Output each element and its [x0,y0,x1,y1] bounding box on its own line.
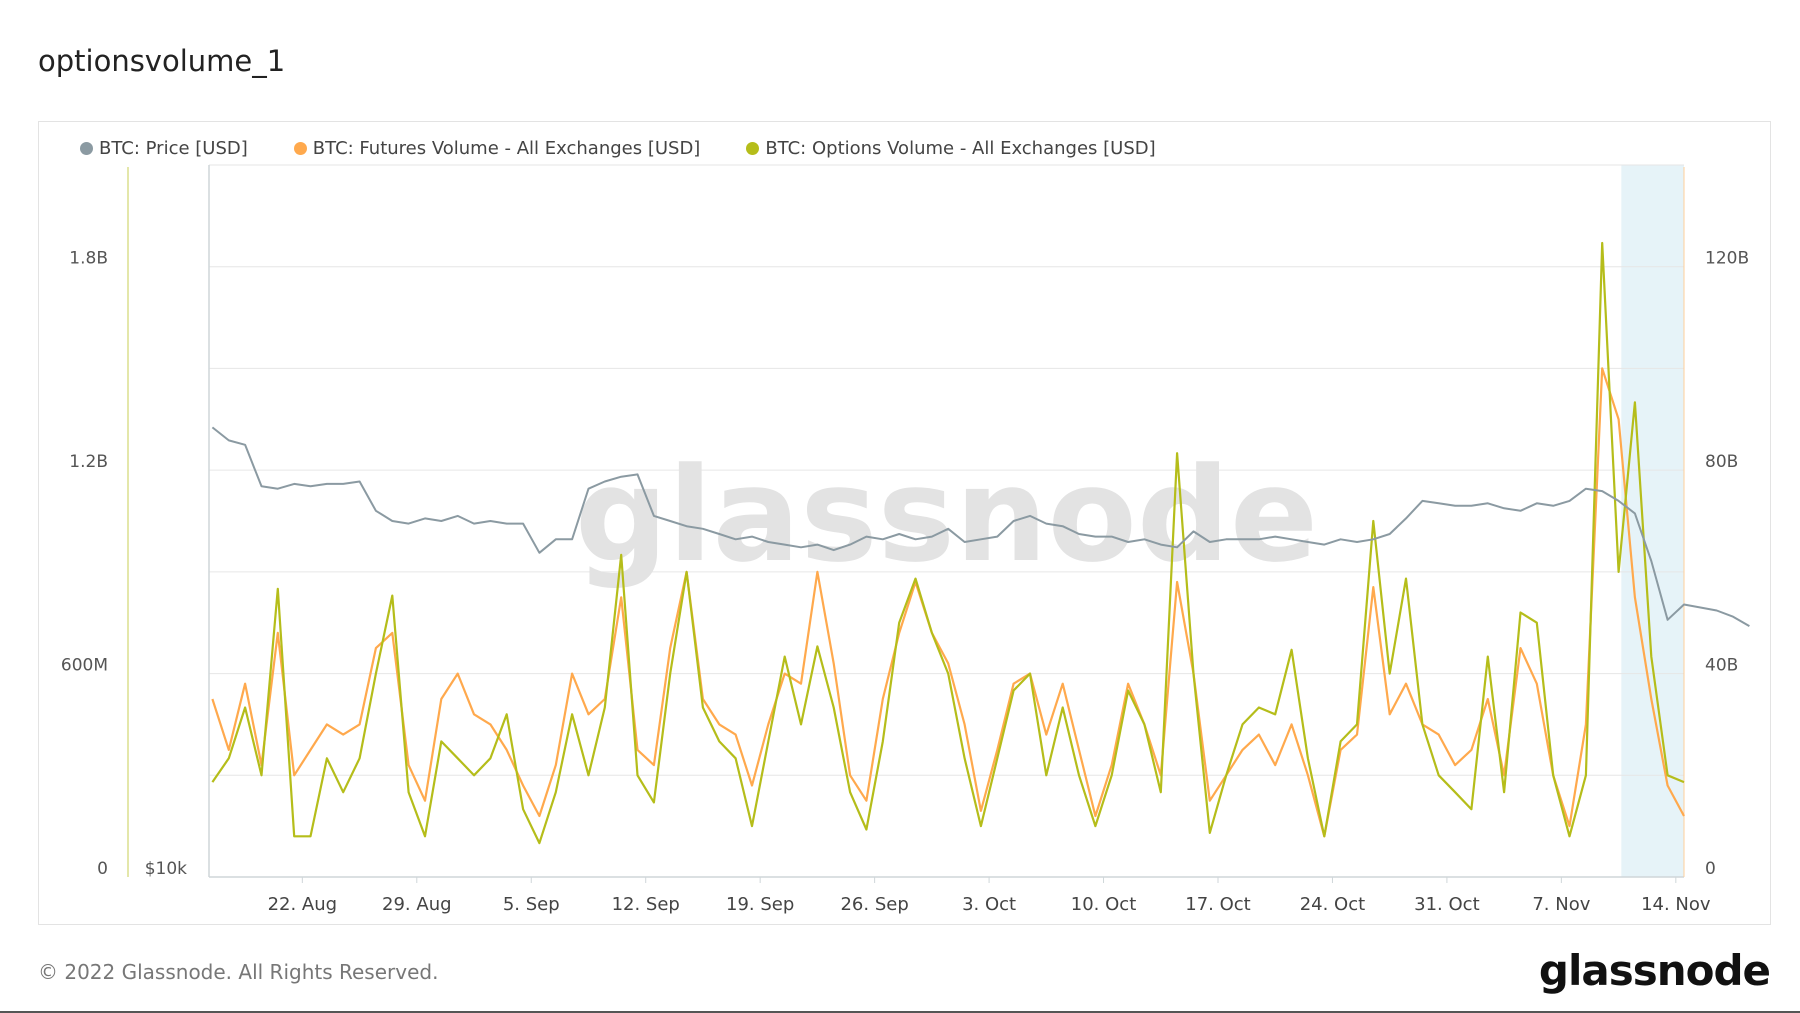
x-axis-tick-label: 14. Nov [1641,894,1711,915]
legend-item-futures[interactable]: BTC: Futures Volume - All Exchanges [USD… [293,138,701,159]
right-axis-tick-label: 80B [1705,452,1738,472]
legend-label: BTC: Options Volume - All Exchanges [USD… [765,138,1156,159]
chart-frame [38,121,1771,925]
chart-title: optionsvolume_1 [38,44,286,78]
x-axis-tick-label: 12. Sep [612,894,680,915]
x-axis-tick-label: 19. Sep [726,894,794,915]
left-axis-tick-label: 600M [61,656,108,676]
legend-item-options[interactable]: BTC: Options Volume - All Exchanges [USD… [746,138,1156,159]
left-axis-tick-label: 0 [97,859,108,879]
series-line-futures-volume [211,367,1685,838]
legend: BTC: Price [USD] BTC: Futures Volume - A… [80,138,1156,159]
x-axis-tick-label: 29. Aug [382,894,452,915]
glassnode-logo[interactable]: glassnode [1538,946,1771,995]
right-axis-tick-label: 120B [1705,249,1749,269]
x-axis-tick-label: 3. Oct [962,894,1016,915]
series-line-options-volume [211,241,1685,845]
series-line-price [211,426,1750,627]
copyright: © 2022 Glassnode. All Rights Reserved. [38,960,439,984]
x-axis-tick-label: 26. Sep [840,894,908,915]
x-axis-tick-label: 22. Aug [268,894,338,915]
legend-label: BTC: Price [USD] [99,138,248,159]
divider [0,1011,1800,1013]
x-axis-tick-label: 17. Oct [1185,894,1250,915]
legend-dot [293,142,307,155]
watermark: glassnode [575,439,1318,591]
legend-item-price[interactable]: BTC: Price [USD] [80,138,248,159]
legend-label: BTC: Futures Volume - All Exchanges [USD… [312,138,701,159]
right-axis-tick-label: 40B [1705,656,1738,676]
left-axis-tick-label: 1.8B [69,249,108,269]
price-axis-tick-label: $10k [145,859,187,879]
right-axis-tick-label: 0 [1705,859,1716,879]
x-axis-tick-label: 7. Nov [1532,894,1590,915]
x-axis-tick-label: 31. Oct [1414,894,1479,915]
left-axis-tick-label: 1.2B [69,452,108,472]
x-axis-tick-label: 10. Oct [1071,894,1136,915]
highlight-band [1621,165,1684,877]
x-axis-tick-label: 5. Sep [503,894,560,915]
legend-dot [80,142,93,155]
x-axis-tick-label: 24. Oct [1300,894,1365,915]
legend-dot [746,142,760,155]
